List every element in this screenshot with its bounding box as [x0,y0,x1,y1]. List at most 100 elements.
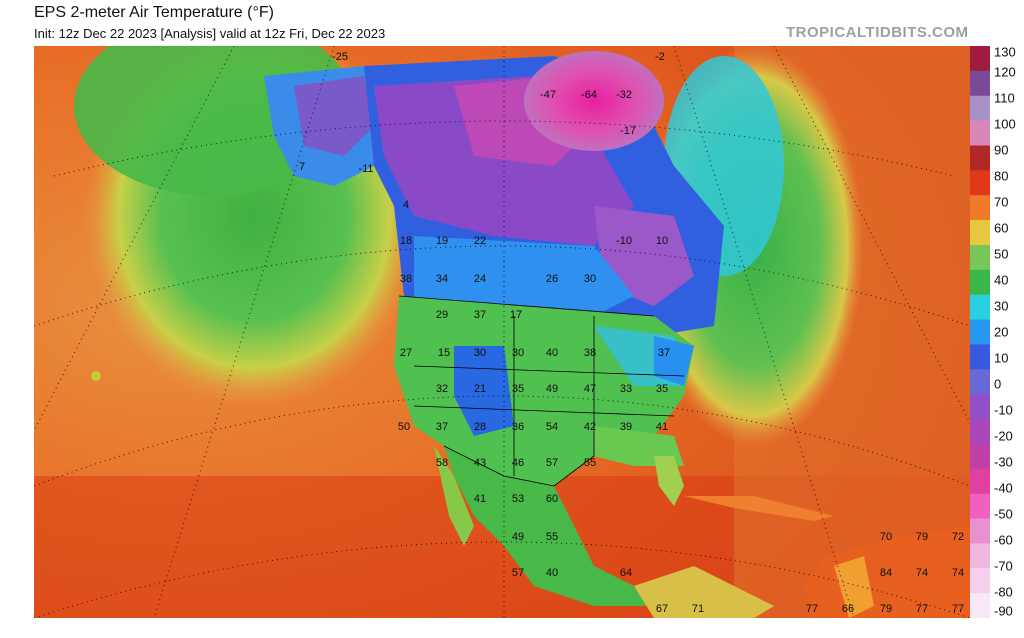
andes-cool [834,556,874,618]
temp-label: -25 [332,51,348,63]
temp-label: 40 [546,567,558,579]
color-scale-label: -90 [994,603,1013,619]
temp-label: 41 [474,493,486,505]
hawaii-islands [91,371,101,381]
color-scale-segment [970,518,990,544]
central-america [634,566,774,618]
color-scale-segment [970,95,990,122]
temp-label: 57 [512,567,524,579]
temp-label: 77 [952,603,964,615]
color-scale-label: 60 [994,220,1009,236]
temp-label: 66 [842,603,854,615]
temp-label: 36 [512,421,524,433]
temp-label: 84 [880,567,892,579]
brand-watermark: TROPICALTIDBITS.COM [786,24,969,41]
northeast-cool [654,336,694,386]
temp-label: 60 [546,493,558,505]
temp-label: 7 [299,161,305,173]
mexico-landmass [444,446,654,606]
temp-label: 30 [512,347,524,359]
temp-label: 55 [546,531,558,543]
color-scale-label: -30 [994,454,1013,470]
color-scale-segment [970,46,990,72]
color-scale-segment [970,394,990,420]
color-scale-label: -70 [994,558,1013,574]
temp-label: -10 [616,235,632,247]
temp-label: 71 [692,603,704,615]
color-scale-label: 120 [994,64,1016,80]
temp-label: 79 [880,603,892,615]
temp-label: 74 [916,567,928,579]
temp-label: 30 [474,347,486,359]
temp-label: 42 [584,421,596,433]
color-scale-label: 40 [994,272,1009,288]
color-scale-segment [970,319,990,345]
temp-label: 58 [436,457,448,469]
color-scale-label: -40 [994,480,1013,496]
color-scale-label: 20 [994,324,1009,340]
color-scale-label: 90 [994,142,1009,158]
caribbean-islands [684,496,834,521]
temp-label: 38 [584,347,596,359]
temp-label: 29 [436,309,448,321]
temp-label: 33 [620,383,632,395]
greenland-landmass [524,51,664,151]
political-borders [398,295,685,487]
temp-label: 28 [474,421,486,433]
color-scale-label: -50 [994,506,1013,522]
temp-label: 17 [510,309,522,321]
temp-label: 22 [474,235,486,247]
color-scale-segment [970,344,990,370]
temp-label: 39 [620,421,632,433]
color-scale-label: 30 [994,298,1009,314]
temp-label: 27 [400,347,412,359]
temp-label: 49 [546,383,558,395]
temp-label: 74 [952,567,964,579]
temp-label: -2 [655,51,665,63]
color-scale-segment [970,269,990,296]
color-scale-label: 50 [994,246,1009,262]
temp-label: 15 [438,347,450,359]
temp-label: 18 [400,235,412,247]
temp-label: -64 [581,89,597,101]
color-scale-label: 110 [994,90,1015,106]
temp-label: 30 [584,273,596,285]
color-scale-segment [970,493,990,520]
map-title: EPS 2-meter Air Temperature (°F) [34,4,274,21]
temp-label: 67 [656,603,668,615]
temp-label: 34 [436,273,448,285]
temp-label: -17 [620,125,636,137]
color-scale-segment [970,294,990,321]
color-scale-segment [970,70,990,97]
graticule [34,46,970,618]
temp-label: 40 [546,347,558,359]
temp-label: 47 [584,383,596,395]
temp-label: 43 [474,457,486,469]
temp-label: 77 [806,603,818,615]
color-scale-label: -60 [994,532,1013,548]
color-scale-bar [970,46,990,618]
temp-label: 57 [546,457,558,469]
temp-label: 53 [512,493,524,505]
color-scale-label: 130 [994,44,1016,60]
temp-label: -11 [358,163,373,175]
color-scale-label: -10 [994,402,1013,418]
temp-label: 38 [400,273,412,285]
temp-label: 54 [546,421,558,433]
color-scale-segment [970,145,990,171]
color-scale-segment [970,170,990,196]
color-scale-label: 10 [994,350,1009,366]
temp-label: 26 [546,273,558,285]
color-scale-segment [970,244,990,271]
temp-label: 21 [474,383,486,395]
temperature-map: -25 -47 -64 -32 -17 -2 7 -11 4 -10 10 18 19 22 38 34 24 2… [34,46,970,618]
temp-label: 19 [436,235,448,247]
color-scale-label: -80 [994,584,1013,600]
temp-label: 35 [656,383,668,395]
temp-label: 64 [620,567,632,579]
temp-label: 55 [584,457,596,469]
color-scale-segment [970,568,990,594]
temp-label: 72 [952,531,964,543]
florida [654,456,684,506]
color-scale-segment [970,195,990,221]
